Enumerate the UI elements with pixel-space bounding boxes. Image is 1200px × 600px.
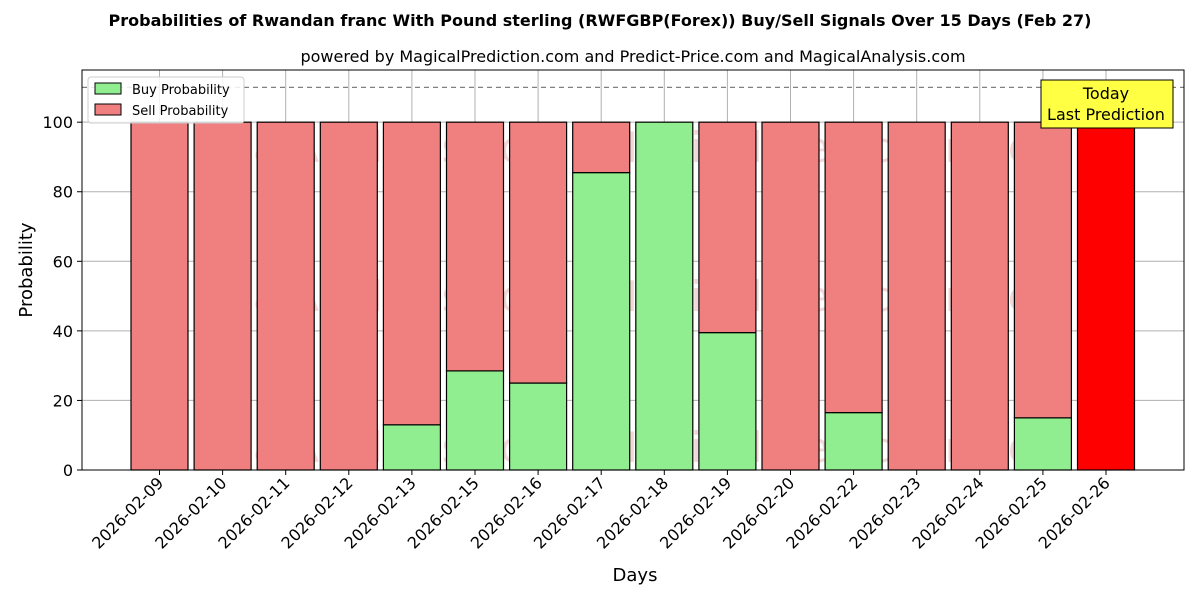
legend: Buy Probability Sell Probability xyxy=(87,76,245,124)
chart-subtitle: powered by MagicalPrediction.com and Pre… xyxy=(300,47,965,66)
x-axis-ticks: 2026-02-092026-02-102026-02-112026-02-12… xyxy=(88,470,1114,553)
bar-sell-2026-02-16 xyxy=(509,121,568,384)
bar-sell-2026-02-09 xyxy=(130,121,189,471)
bar-sell-2026-02-19 xyxy=(698,121,757,334)
bar-sell-2026-02-17 xyxy=(572,121,631,174)
bar-sell-2026-02-12 xyxy=(319,121,378,471)
bars-layer xyxy=(130,121,1136,471)
y-tick-label: 40 xyxy=(53,322,73,341)
today-annotation-line-2: Last Prediction xyxy=(1047,105,1165,124)
bar-sell-2026-02-22 xyxy=(824,121,883,414)
bar-sell-2026-02-25 xyxy=(1013,121,1073,419)
today-annotation-line-1: Today xyxy=(1082,84,1129,103)
bar-buy-2026-02-17 xyxy=(572,172,631,471)
y-tick-label: 0 xyxy=(63,461,73,480)
bar-sell-2026-02-26 xyxy=(1076,121,1136,471)
bar-sell-2026-02-10 xyxy=(193,121,252,471)
today-annotation: Today Last Prediction xyxy=(1040,79,1174,129)
y-axis-label: Probability xyxy=(16,222,37,317)
legend-swatch-buy xyxy=(94,82,122,95)
bar-buy-2026-02-25 xyxy=(1013,417,1073,471)
legend-box xyxy=(87,76,245,124)
bar-buy-2026-02-18 xyxy=(635,121,694,471)
x-axis-label: Days xyxy=(613,565,658,586)
bar-sell-2026-02-15 xyxy=(445,121,505,372)
bar-sell-2026-02-20 xyxy=(761,121,820,471)
bar-sell-2026-02-23 xyxy=(887,121,946,471)
legend-label-buy: Buy Probability xyxy=(132,83,230,98)
plot-frame xyxy=(81,69,1185,471)
y-tick-label: 80 xyxy=(53,183,73,202)
bar-buy-2026-02-15 xyxy=(445,370,505,471)
today-annotation-box xyxy=(1040,79,1174,129)
bar-sell-2026-02-11 xyxy=(256,121,315,471)
bar-buy-2026-02-16 xyxy=(509,382,568,471)
bar-sell-2026-02-13 xyxy=(382,121,441,426)
y-tick-label: 60 xyxy=(53,252,73,271)
legend-label-sell: Sell Probability xyxy=(132,104,229,119)
bar-buy-2026-02-13 xyxy=(382,424,441,471)
chart-title: Probabilities of Rwandan franc With Poun… xyxy=(109,11,1092,30)
y-tick-label: 100 xyxy=(42,113,73,132)
bar-buy-2026-02-19 xyxy=(698,332,757,471)
bar-buy-2026-02-22 xyxy=(824,412,883,471)
legend-swatch-sell xyxy=(94,103,122,116)
y-tick-label: 20 xyxy=(53,391,73,410)
y-axis-ticks: 0 20 40 60 80 100 xyxy=(42,113,82,480)
bar-sell-2026-02-24 xyxy=(950,121,1009,471)
